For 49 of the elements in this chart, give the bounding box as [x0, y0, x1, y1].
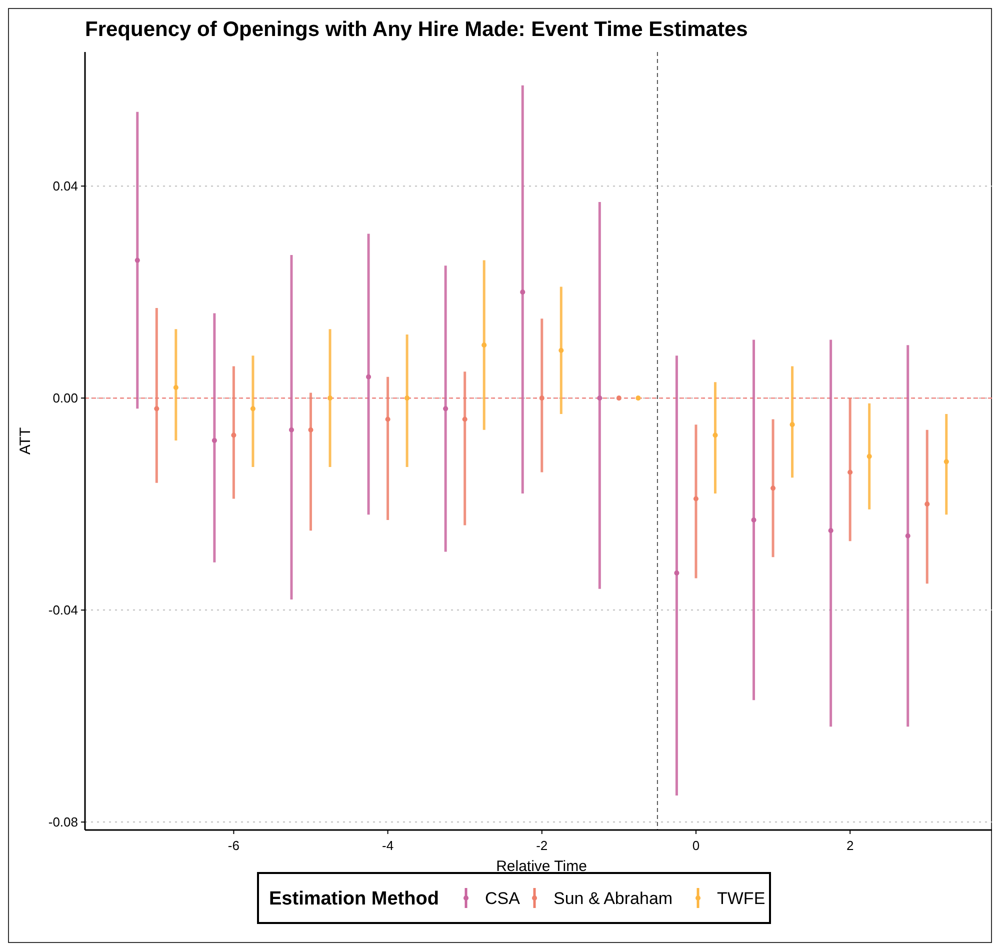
- point: [924, 502, 930, 507]
- y-tick-label: -0.08: [48, 814, 78, 830]
- point: [636, 396, 641, 401]
- point: [308, 427, 314, 432]
- point: [520, 290, 526, 295]
- y-tick-label: 0.00: [52, 390, 78, 406]
- point: [693, 496, 698, 502]
- legend-label: CSA: [485, 888, 521, 908]
- point: [231, 432, 236, 438]
- legend-label: Sun & Abraham: [554, 888, 673, 908]
- point: [751, 517, 756, 522]
- point: [790, 422, 795, 428]
- point: [154, 406, 160, 412]
- point: [616, 396, 622, 401]
- point: [366, 374, 372, 380]
- point: [443, 406, 448, 412]
- point: [288, 427, 294, 432]
- point: [250, 406, 256, 412]
- point: [674, 570, 680, 576]
- x-tick-label: -6: [228, 838, 240, 853]
- x-tick-label: -2: [536, 838, 548, 853]
- point: [482, 342, 487, 348]
- point: [462, 416, 468, 422]
- x-tick-label: -4: [382, 838, 394, 853]
- point: [385, 416, 390, 422]
- legend-title: Estimation Method: [269, 888, 439, 910]
- point: [212, 438, 217, 443]
- x-tick-label: 2: [846, 838, 854, 853]
- point: [848, 470, 853, 475]
- point: [828, 528, 834, 534]
- point: [134, 258, 140, 263]
- point: [327, 396, 333, 401]
- x-axis-title: Relative Time: [496, 858, 587, 875]
- y-axis-title: ATT: [17, 427, 34, 455]
- point: [866, 454, 872, 459]
- y-tick-label: 0.04: [52, 178, 78, 194]
- point: [173, 384, 178, 390]
- point: [539, 396, 544, 401]
- point: [558, 348, 564, 353]
- legend-label: TWFE: [717, 888, 766, 908]
- chart-title: Frequency of Openings with Any Hire Made: Event Time Estimates: [85, 18, 748, 41]
- x-tick-label: 0: [692, 838, 700, 853]
- point: [770, 486, 776, 491]
- point: [597, 396, 602, 401]
- point: [404, 396, 410, 401]
- point: [905, 533, 910, 538]
- y-tick-label: -0.04: [48, 602, 78, 618]
- point: [944, 459, 949, 464]
- point: [712, 432, 718, 438]
